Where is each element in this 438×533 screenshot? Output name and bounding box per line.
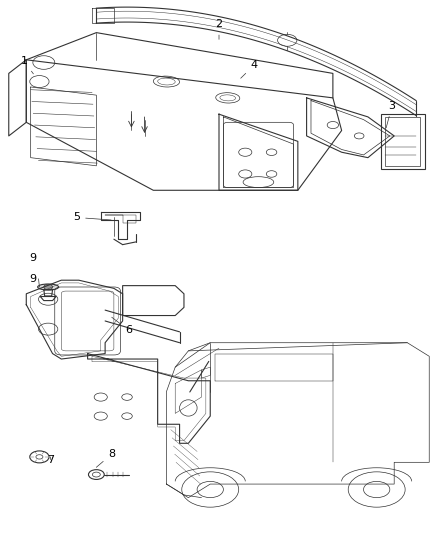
Text: 1: 1 xyxy=(21,56,33,74)
Text: 6: 6 xyxy=(112,317,133,335)
Text: 2: 2 xyxy=(215,20,223,39)
Text: 9: 9 xyxy=(29,253,36,263)
Circle shape xyxy=(44,284,53,290)
Text: 9: 9 xyxy=(29,274,36,284)
Ellipse shape xyxy=(38,284,59,290)
Text: 5: 5 xyxy=(73,213,111,222)
Text: 4: 4 xyxy=(241,60,258,78)
Text: 3: 3 xyxy=(386,101,396,128)
Text: 7: 7 xyxy=(47,455,54,465)
Text: 8: 8 xyxy=(96,449,115,467)
